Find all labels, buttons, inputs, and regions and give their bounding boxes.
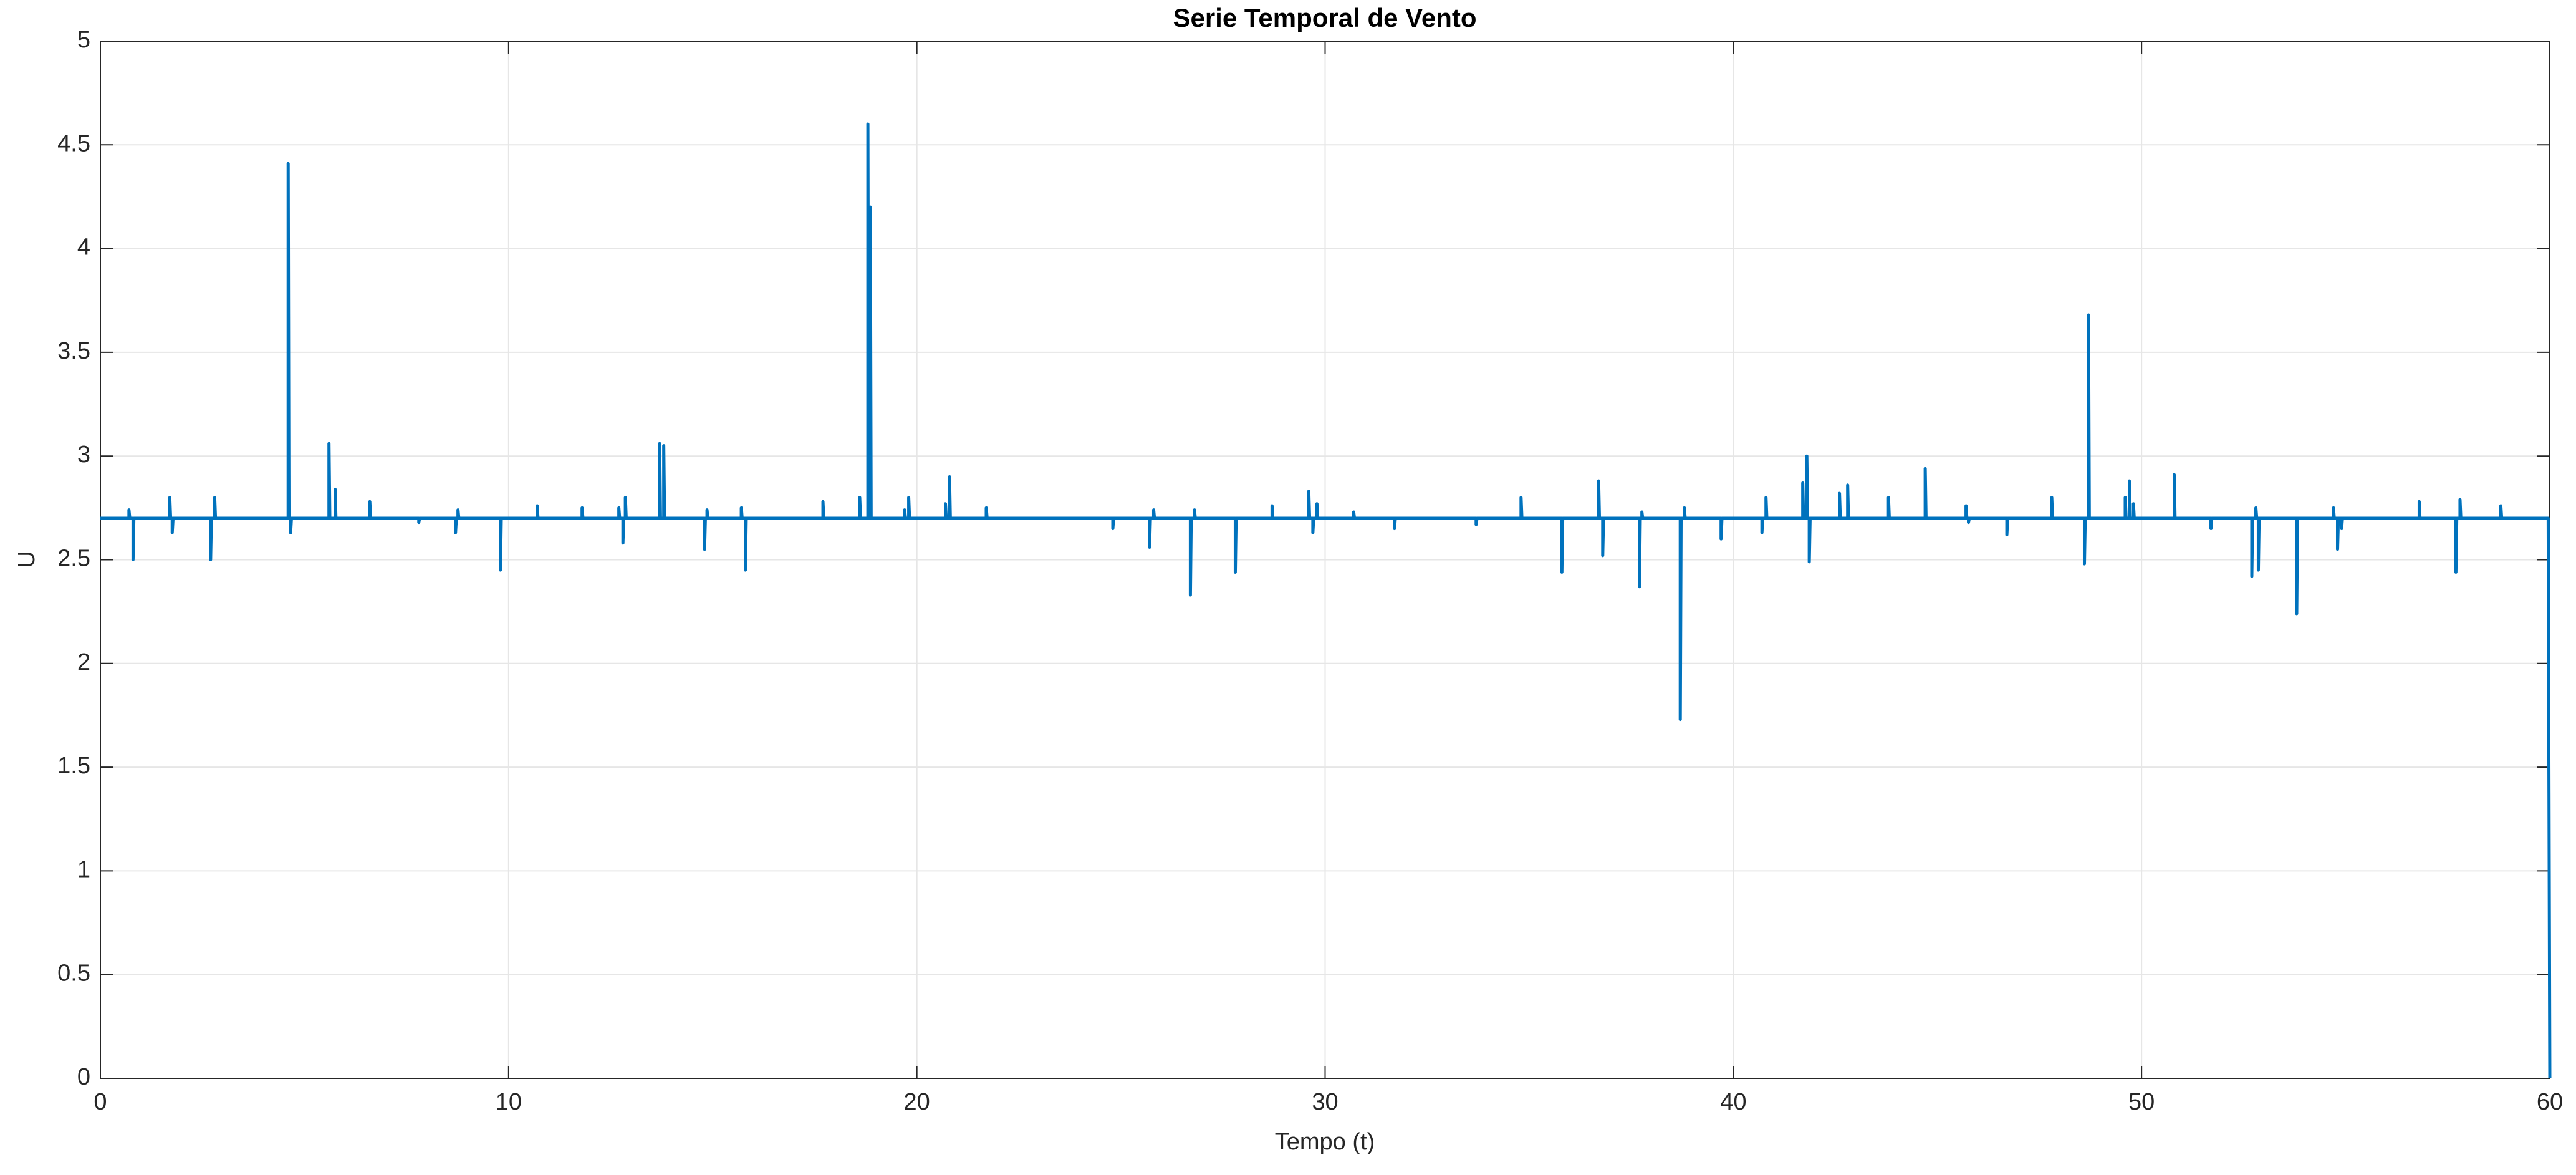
x-tick-label: 30 [1312, 1089, 1338, 1115]
y-tick-label: 4.5 [57, 130, 90, 157]
y-tick-label: 5 [77, 27, 90, 53]
y-tick-label: 1.5 [57, 753, 90, 779]
y-tick-label: 0 [77, 1064, 90, 1090]
x-tick-label: 60 [2537, 1089, 2563, 1115]
x-axis-label: Tempo (t) [1275, 1129, 1375, 1155]
y-tick-label: 1 [77, 856, 90, 882]
y-tick-label: 2.5 [57, 546, 90, 572]
x-tick-label: 10 [496, 1089, 522, 1115]
y-axis-label: U [14, 551, 40, 568]
y-tick-label: 4 [77, 235, 90, 261]
y-tick-label: 3 [77, 442, 90, 468]
x-tick-label: 20 [904, 1089, 930, 1115]
y-tick-label: 0.5 [57, 960, 90, 987]
y-tick-label: 2 [77, 649, 90, 675]
data-line [100, 122, 2552, 1079]
chart-title: Serie Temporal de Vento [1173, 3, 1476, 32]
x-tick-label: 40 [1720, 1089, 1746, 1115]
x-tick-label: 0 [94, 1089, 107, 1115]
y-tick-label: 3.5 [57, 338, 90, 364]
x-tick-label: 50 [2128, 1089, 2155, 1115]
